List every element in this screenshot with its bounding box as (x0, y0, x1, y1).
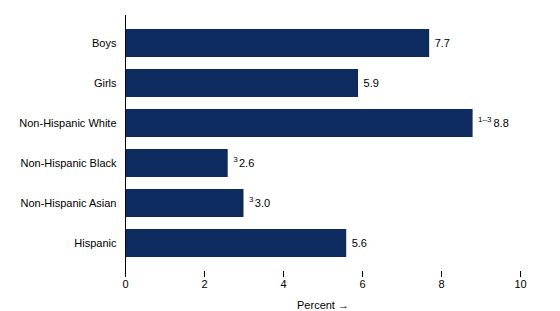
svg-text:8: 8 (438, 278, 444, 290)
svg-text:2.6: 2.6 (239, 157, 254, 169)
svg-text:3.0: 3.0 (255, 197, 270, 209)
svg-text:Percent →: Percent → (297, 299, 349, 311)
svg-text:7.7: 7.7 (435, 37, 450, 49)
svg-text:Boys: Boys (92, 37, 117, 49)
svg-text:5.6: 5.6 (352, 237, 367, 249)
svg-text:4: 4 (280, 278, 286, 290)
svg-text:Non-Hispanic Asian: Non-Hispanic Asian (21, 197, 117, 209)
svg-text:Hispanic: Hispanic (74, 237, 117, 249)
svg-text:Non-Hispanic Black: Non-Hispanic Black (21, 157, 117, 169)
svg-text:Girls: Girls (94, 77, 117, 89)
svg-text:6: 6 (359, 278, 365, 290)
svg-text:3: 3 (233, 155, 238, 164)
svg-text:1–3: 1–3 (478, 115, 492, 124)
svg-text:10: 10 (514, 278, 526, 290)
svg-text:2: 2 (201, 278, 207, 290)
svg-text:5.9: 5.9 (364, 77, 379, 89)
svg-text:8.8: 8.8 (494, 117, 509, 129)
svg-text:3: 3 (249, 195, 254, 204)
svg-text:0: 0 (122, 278, 128, 290)
svg-text:Non-Hispanic White: Non-Hispanic White (19, 117, 116, 129)
